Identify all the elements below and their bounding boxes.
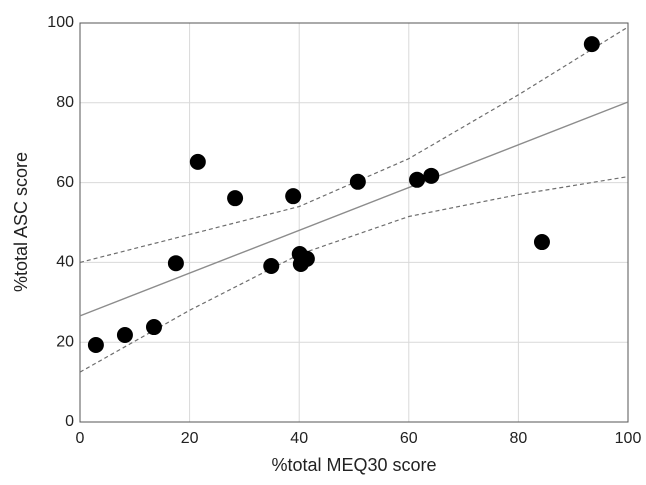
y-tick-label: 80 [56,94,74,111]
data-point [349,173,366,190]
data-point [189,153,206,170]
plot-frame [79,22,629,423]
data-point [285,188,302,205]
y-tick-label: 60 [56,174,74,191]
fit-line [79,101,629,317]
data-point [423,167,440,184]
x-tick-label: 0 [76,430,85,447]
x-tick-label: 80 [510,430,528,447]
data-point [87,336,104,353]
x-tick-label: 40 [290,430,308,447]
data-point [263,257,280,274]
y-axis-label: %total ASC score [11,152,31,292]
x-axis-label: %total MEQ30 score [271,455,436,475]
x-tick-label: 100 [615,430,642,447]
x-tick-label: 60 [400,430,418,447]
data-point [167,255,184,272]
data-point [533,234,550,251]
confidence-band [79,176,629,373]
x-tick-label: 20 [181,430,199,447]
y-tick-label: 100 [47,14,74,31]
data-point [409,171,426,188]
data-point [227,190,244,207]
y-tick-label: 40 [56,254,74,271]
y-tick-label: 0 [65,413,74,430]
data-point [145,319,162,336]
data-point [116,327,133,344]
data-point [298,250,315,267]
data-point [583,36,600,53]
confidence-band [79,26,629,263]
y-tick-label: 20 [56,333,74,350]
